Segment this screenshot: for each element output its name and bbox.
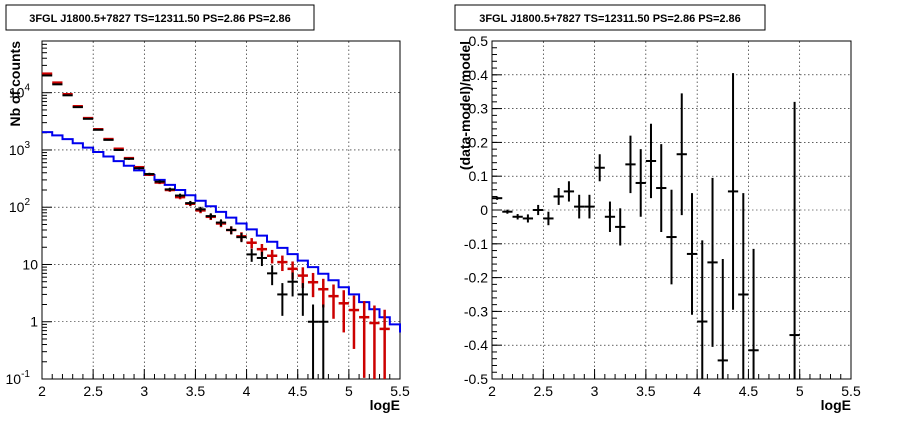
left-y-tick-label: 103 xyxy=(9,140,31,158)
right-x-tick-label: 2.5 xyxy=(534,383,554,399)
left-x-tick-label: 3 xyxy=(140,383,148,399)
left-chart-panel: 2 2.5 3 3.5 4 4.5 5 5.5 10-1 1 10 102 103 104 3FGL J1… xyxy=(5,4,410,413)
right-x-tick-label: 3.5 xyxy=(636,383,656,399)
right-x-tick-label: 3 xyxy=(591,383,599,399)
left-grid xyxy=(42,41,400,379)
right-x-tick-label: 2 xyxy=(488,383,496,399)
right-y-axis-label: (data-model)/model xyxy=(457,41,473,170)
right-title-box xyxy=(454,4,766,31)
left-axes: 2 2.5 3 3.5 4 4.5 5 5.5 10-1 1 10 102 103 104 xyxy=(6,40,410,399)
left-x-tick-label: 4 xyxy=(243,383,251,399)
right-y-tick-label: -0.5 xyxy=(464,371,488,387)
right-x-axis-label: logE xyxy=(821,397,851,413)
right-chart-panel: 2 2.5 3 3.5 4 4.5 5 5.5 -0.5 -0.4 -0.3 -0.2 -0.1 0 0.1… xyxy=(454,4,861,413)
right-y-tick-label: -0.3 xyxy=(464,303,488,319)
left-y-tick-label: 102 xyxy=(9,197,31,215)
left-x-tick-label: 5 xyxy=(345,383,353,399)
right-grid xyxy=(492,41,851,379)
left-y-axis-label: Nb of counts xyxy=(7,41,23,127)
left-y-tick-label: 104 xyxy=(9,83,31,101)
right-y-tick-label: 0.5 xyxy=(469,33,489,49)
left-marks xyxy=(42,72,401,379)
right-x-tick-label: 4 xyxy=(693,383,701,399)
right-y-tick-label: -0.1 xyxy=(464,236,488,252)
right-x-tick-label: 5 xyxy=(796,383,804,399)
right-y-tick-label: 0.1 xyxy=(469,168,489,184)
left-x-tick-label: 2.5 xyxy=(83,383,103,399)
left-x-tick-label: 2 xyxy=(38,383,46,399)
right-y-tick-label: 0 xyxy=(480,202,488,218)
right-y-tick-label: 0.2 xyxy=(469,134,489,150)
right-chart-title: 3FGL J1800.5+7827 TS=12311.50 PS=2.86 PS… xyxy=(479,13,741,25)
left-x-tick-label: 5.5 xyxy=(390,383,410,399)
left-y-tick-label: 1 xyxy=(30,314,38,330)
right-marks xyxy=(492,73,800,379)
left-chart-title: 3FGL J1800.5+7827 TS=12311.50 PS=2.86 PS… xyxy=(29,13,291,25)
left-y-tick-label: 10 xyxy=(22,256,38,272)
left-x-tick-label: 4.5 xyxy=(288,383,308,399)
left-x-tick-label: 3.5 xyxy=(186,383,206,399)
left-plot-frame xyxy=(41,40,401,380)
right-axes: 2 2.5 3 3.5 4 4.5 5 5.5 -0.5 -0.4 -0.3 -0.2 -0.1 0 0.1… xyxy=(464,33,861,399)
right-x-tick-label: 4.5 xyxy=(739,383,759,399)
left-title-box xyxy=(5,4,315,31)
right-x-tick-label: 5.5 xyxy=(841,383,861,399)
right-y-tick-label: 0.3 xyxy=(469,101,489,117)
left-x-axis-label: logE xyxy=(370,397,400,413)
right-y-tick-label: -0.4 xyxy=(464,337,488,353)
right-y-tick-label: -0.2 xyxy=(464,270,488,286)
left-y-tick-label: 10-1 xyxy=(6,369,31,387)
left-series-step-line xyxy=(42,131,401,333)
right-y-tick-label: 0.4 xyxy=(469,67,489,83)
